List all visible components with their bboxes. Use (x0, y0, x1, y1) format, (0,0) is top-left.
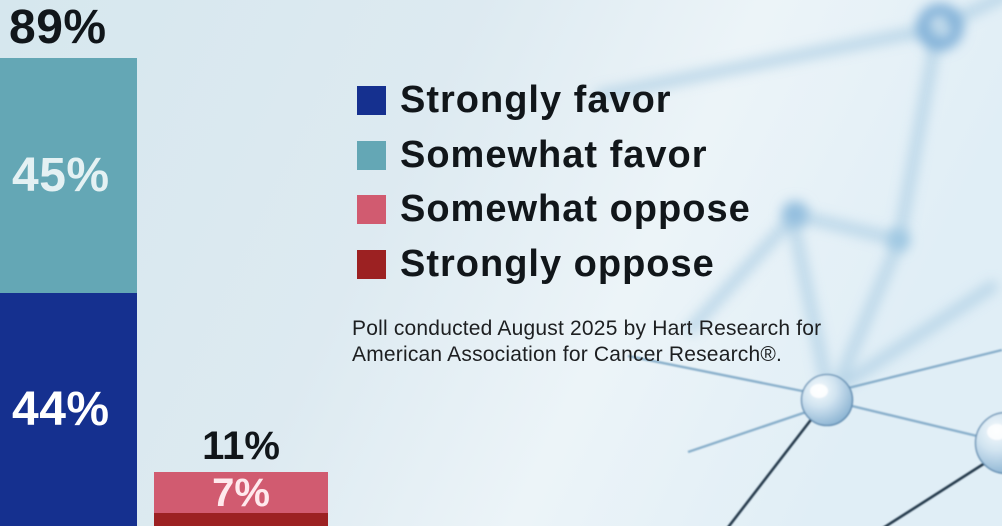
strongly-favor-swatch (357, 86, 386, 115)
strongly-oppose-swatch (357, 249, 386, 279)
oppose-total-label: 11% (202, 424, 280, 468)
favor-column: 45% 44% (0, 58, 137, 526)
legend-item-strongly-favor: Strongly favor (357, 79, 751, 121)
favor-total-label: 89% (9, 1, 107, 54)
legend-item-somewhat-oppose: Somewhat oppose (357, 188, 751, 230)
somewhat-oppose-segment: 7% (154, 472, 328, 513)
legend-label: Somewhat oppose (400, 188, 751, 230)
strongly-oppose-segment (154, 513, 328, 526)
somewhat-favor-segment: 45% (0, 58, 137, 293)
oppose-column: 7% (154, 472, 328, 526)
legend-label: Strongly oppose (400, 242, 715, 285)
legend-label: Strongly favor (400, 79, 672, 121)
somewhat-favor-value: 45% (12, 148, 110, 202)
strongly-favor-segment: 44% (0, 293, 137, 526)
legend: Strongly favor Somewhat favor Somewhat o… (357, 79, 751, 285)
legend-item-somewhat-favor: Somewhat favor (357, 133, 751, 176)
legend-label: Somewhat favor (400, 133, 708, 176)
legend-item-strongly-oppose: Strongly oppose (357, 242, 751, 285)
somewhat-oppose-value: 7% (212, 470, 270, 515)
caption-line-2: American Association for Cancer Research… (352, 342, 783, 366)
somewhat-favor-swatch (357, 140, 386, 170)
strongly-favor-value: 44% (12, 382, 110, 436)
poll-source-caption: Poll conducted August 2025 by Hart Resea… (352, 316, 821, 367)
caption-line-1: Poll conducted August 2025 by Hart Resea… (352, 317, 822, 340)
somewhat-oppose-swatch (357, 195, 386, 224)
